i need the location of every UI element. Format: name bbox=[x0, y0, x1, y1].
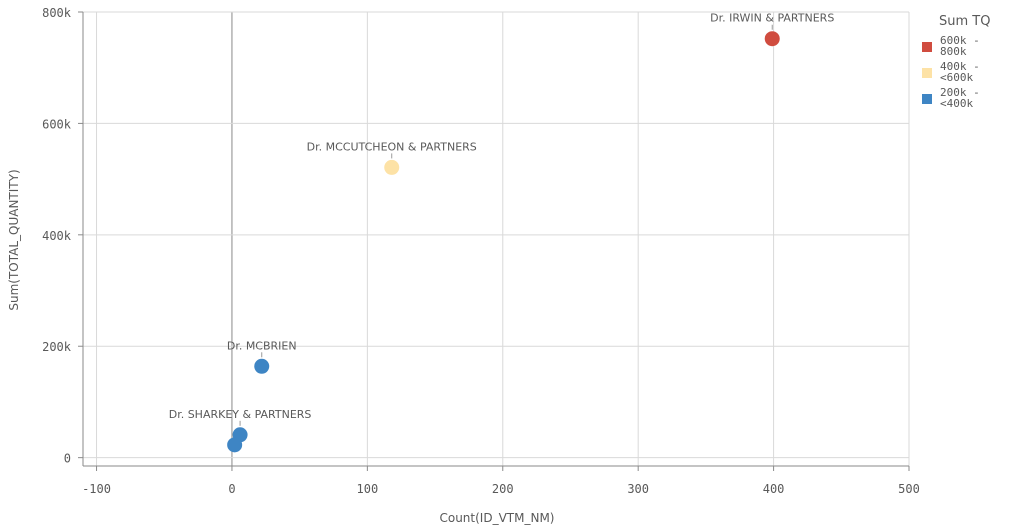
legend-label: 600k - bbox=[940, 34, 980, 47]
point-labels: Dr. IRWIN & PARTNERS Dr. MCCUTCHEON & PAR… bbox=[169, 12, 834, 426]
tick-labels: -100 0 100 200 300 400 500 0 200k 400k 600k 800k bbox=[42, 6, 920, 496]
legend-title: Sum TQ bbox=[939, 14, 990, 29]
point-label: Dr. SHARKEY & PARTNERS bbox=[169, 408, 312, 421]
grid-lines bbox=[83, 11, 910, 466]
y-tick-label: 200k bbox=[42, 340, 72, 354]
legend-swatch bbox=[922, 94, 932, 104]
x-tick-label: 100 bbox=[357, 482, 379, 496]
x-axis-title: Count(ID_VTM_NM) bbox=[439, 511, 554, 525]
point-label: Dr. MCBRIEN bbox=[227, 339, 297, 352]
y-axis-title: Sum(TOTAL_QUANTITY) bbox=[7, 169, 21, 310]
y-tick-label: 800k bbox=[42, 6, 72, 20]
x-tick-label: 400 bbox=[763, 482, 785, 496]
data-point bbox=[764, 31, 780, 47]
legend-swatch bbox=[922, 42, 932, 52]
data-point bbox=[227, 437, 243, 453]
x-tick-label: 0 bbox=[228, 482, 235, 496]
point-label: Dr. MCCUTCHEON & PARTNERS bbox=[307, 140, 477, 153]
y-tick-label: 400k bbox=[42, 229, 72, 243]
legend-swatch bbox=[922, 68, 932, 78]
x-tick-label: 500 bbox=[898, 482, 920, 496]
legend: Sum TQ 600k -800k 400k -<600k 200k -<400k bbox=[922, 14, 990, 110]
data-point bbox=[254, 358, 270, 374]
x-tick-label: 200 bbox=[492, 482, 514, 496]
x-tick-label: -100 bbox=[82, 482, 111, 496]
x-tick-label: 300 bbox=[627, 482, 649, 496]
y-tick-label: 0 bbox=[64, 452, 71, 466]
legend-label: 800k bbox=[940, 45, 967, 58]
data-point bbox=[384, 159, 400, 175]
y-tick-label: 600k bbox=[42, 117, 72, 131]
legend-label: <400k bbox=[940, 97, 973, 110]
point-label: Dr. IRWIN & PARTNERS bbox=[710, 12, 834, 25]
data-points bbox=[227, 31, 780, 453]
legend-label: 200k - bbox=[940, 86, 980, 99]
legend-label: 400k - bbox=[940, 60, 980, 73]
axes bbox=[78, 11, 910, 471]
legend-label: <600k bbox=[940, 71, 973, 84]
